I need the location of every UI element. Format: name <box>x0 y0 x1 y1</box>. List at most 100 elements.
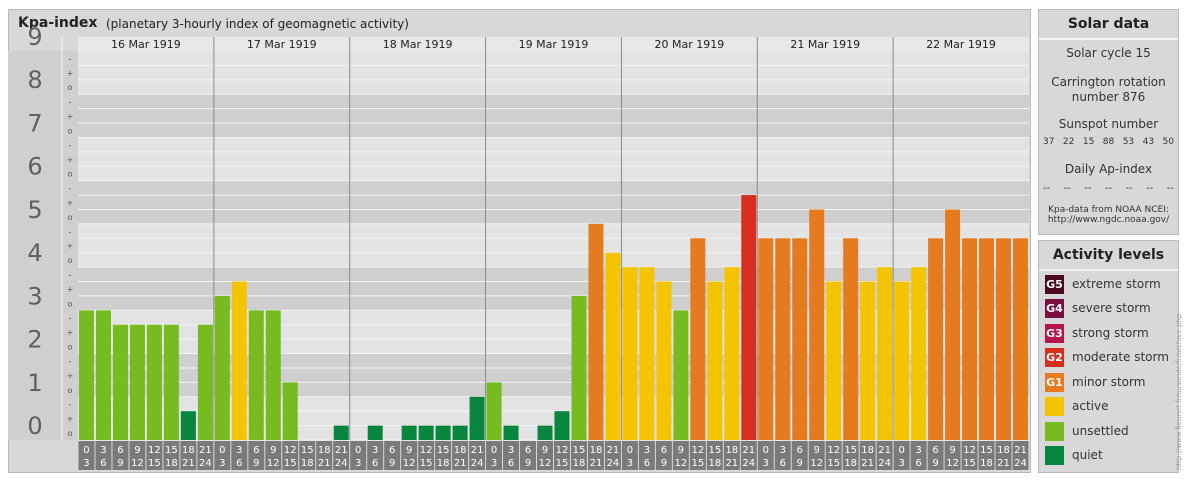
hour-end-label: 15 <box>556 458 569 469</box>
hour-start-label: 6 <box>253 445 259 456</box>
kp-bar <box>656 281 672 440</box>
hour-end-label: 18 <box>165 458 178 469</box>
y-axis-band <box>8 180 78 224</box>
legend-item-unsettled: unsettled <box>1045 421 1129 441</box>
hour-end-label: 15 <box>420 458 433 469</box>
hour-label-cell <box>129 441 146 470</box>
kp-bar <box>265 310 281 440</box>
hour-label-cell <box>367 441 384 470</box>
hour-end-label: 3 <box>219 458 225 469</box>
hour-label-cell <box>910 441 927 470</box>
hour-start-label: 3 <box>372 445 378 456</box>
minor-tick-symbol: o <box>68 299 73 308</box>
minor-tick-symbol: o <box>68 126 73 135</box>
hour-label-cell <box>435 441 452 470</box>
hour-end-label: 15 <box>148 458 161 469</box>
day-label: 18 Mar 1919 <box>383 38 453 51</box>
kp-bar <box>639 267 655 440</box>
hour-start-label: 18 <box>454 445 467 456</box>
kp-bar <box>401 425 417 440</box>
carrington-rotation-label: Carrington rotation <box>1051 75 1166 89</box>
solar-cycle: Solar cycle 15 <box>1066 46 1151 60</box>
hour-end-label: 9 <box>661 458 667 469</box>
activity-levels-panel: Activity levels G5 extreme storm G4 seve… <box>1038 240 1179 473</box>
minor-tick-symbol: o <box>68 429 73 438</box>
hour-start-label: 6 <box>661 445 667 456</box>
hour-end-label: 9 <box>253 458 259 469</box>
legend-label: severe storm <box>1072 301 1151 315</box>
hour-start-label: 12 <box>827 445 840 456</box>
ap-value: -- <box>1166 183 1174 194</box>
legend-swatch <box>1045 445 1064 465</box>
kp-bar <box>79 310 94 440</box>
hour-start-label: 12 <box>284 445 297 456</box>
minor-tick-symbol: - <box>69 54 72 63</box>
ap-value: -- <box>1043 183 1051 194</box>
kp-bar <box>673 310 689 440</box>
legend-swatch: G2 <box>1045 347 1064 367</box>
hour-end-label: 9 <box>932 458 938 469</box>
solar-data-panel: Solar data Solar cycle 15 Carrington rot… <box>1038 9 1179 235</box>
kp-bar <box>452 425 468 440</box>
hour-start-label: 3 <box>644 445 650 456</box>
hour-start-label: 0 <box>763 445 769 456</box>
hour-start-label: 21 <box>607 445 620 456</box>
hour-start-label: 6 <box>389 445 395 456</box>
ap-index-values: -- -- -- -- -- -- -- <box>1043 183 1174 194</box>
hour-start-label: 21 <box>1014 445 1027 456</box>
hour-label-cell <box>146 441 163 470</box>
watermark-text: http://www.fleuriet.fr/ausonde/fr/archiv… <box>1175 313 1183 470</box>
kp-bar <box>894 281 910 440</box>
hour-label-cell <box>808 441 825 470</box>
hour-start-label: 15 <box>165 445 178 456</box>
hour-label-cell <box>842 441 859 470</box>
legend-item-severe-storm: G4 severe storm <box>1045 298 1151 318</box>
kp-bar <box>843 238 859 440</box>
hour-start-label: 0 <box>83 445 89 456</box>
kp-bar <box>486 382 502 440</box>
ap-value: -- <box>1146 183 1154 194</box>
hour-start-label: 6 <box>525 445 531 456</box>
hour-end-label: 3 <box>83 458 89 469</box>
y-axis-band <box>8 267 78 311</box>
kp-bar <box>690 238 706 440</box>
hour-label-cell <box>299 441 316 470</box>
ap-value: -- <box>1104 183 1113 194</box>
sunspot-value: 22 <box>1062 137 1075 147</box>
hour-label-cell <box>282 441 299 470</box>
kp-bar <box>826 281 842 440</box>
legend-item-extreme-storm: G5 extreme storm <box>1045 274 1161 294</box>
sunspot-values: 37 22 15 88 53 43 50 <box>1043 137 1174 147</box>
hour-end-label: 15 <box>691 458 704 469</box>
chart-header: Kpa-index (planetary 3-hourly index of g… <box>8 9 1029 37</box>
hour-start-label: 21 <box>471 445 484 456</box>
legend-swatch <box>1045 421 1064 441</box>
hour-start-label: 3 <box>236 445 242 456</box>
minor-tick-symbol: + <box>67 242 74 251</box>
y-tick-label: 2 <box>27 326 42 354</box>
hour-start-label: 9 <box>949 445 955 456</box>
hour-end-label: 6 <box>915 458 921 469</box>
legend-item-quiet: quiet <box>1045 445 1103 465</box>
kp-bar <box>537 425 553 440</box>
hour-label-cell <box>265 441 282 470</box>
hour-start-label: 0 <box>491 445 497 456</box>
kp-bar <box>163 324 179 440</box>
legend-item-moderate-storm: G2 moderate storm <box>1045 347 1169 367</box>
hour-end-label: 18 <box>844 458 857 469</box>
hour-end-label: 24 <box>199 458 212 469</box>
hour-start-label: 3 <box>915 445 921 456</box>
hour-label-cell <box>180 441 197 470</box>
level-band <box>78 223 1029 268</box>
kp-bar <box>333 425 349 440</box>
kp-bar <box>911 267 927 440</box>
hour-end-label: 21 <box>182 458 195 469</box>
hour-start-label: 15 <box>301 445 314 456</box>
hour-start-label: 21 <box>742 445 755 456</box>
minor-tick-symbol: - <box>69 400 72 409</box>
hour-start-label: 15 <box>708 445 721 456</box>
legend-label: moderate storm <box>1072 350 1169 364</box>
y-tick-label: 3 <box>27 282 42 310</box>
hour-label-cell <box>1012 441 1029 470</box>
solar-data-title: Solar data <box>1039 10 1178 40</box>
